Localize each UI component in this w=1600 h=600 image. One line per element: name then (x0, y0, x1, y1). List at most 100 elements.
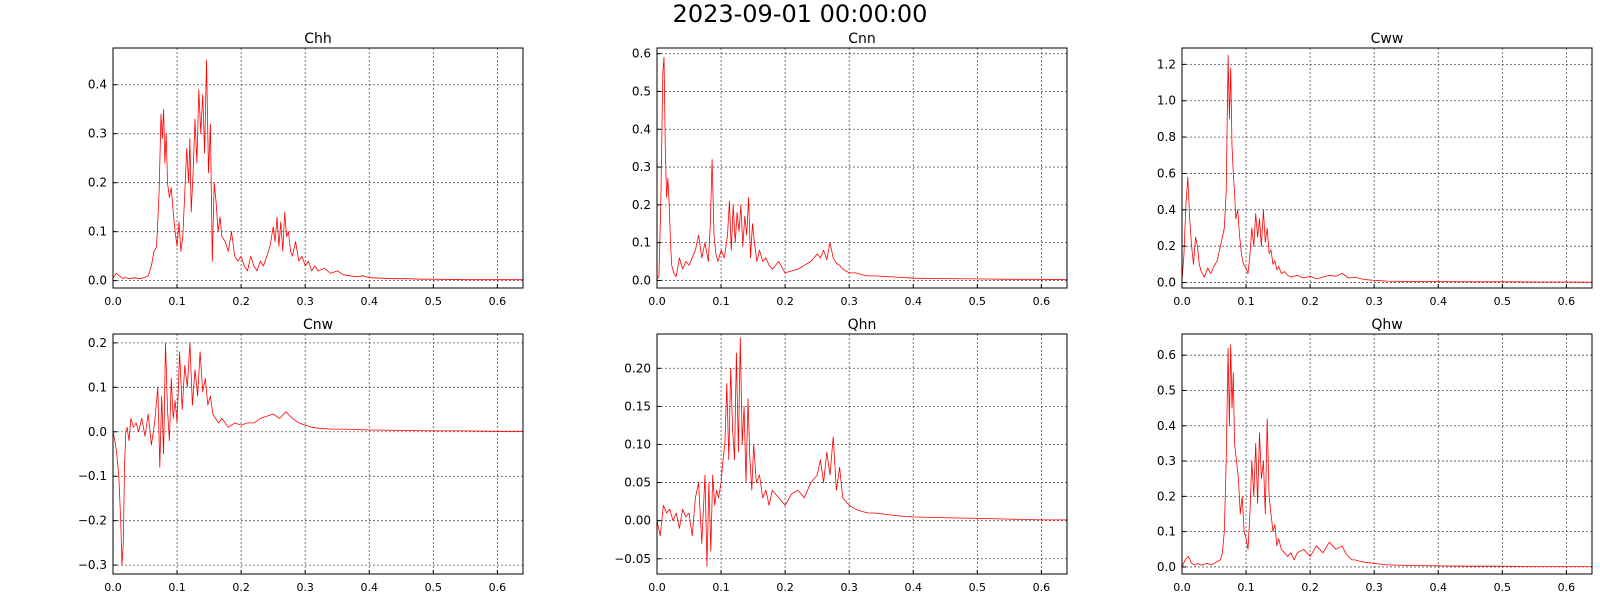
y-tick-label: 0.1 (88, 225, 107, 239)
y-tick-label: −0.2 (78, 514, 107, 528)
subplot-title: Qhn (848, 317, 877, 333)
x-tick-label: 0.2 (232, 581, 250, 594)
x-tick-label: 0.4 (905, 581, 923, 594)
y-tick-label: 0.4 (1157, 419, 1176, 433)
x-tick-label: 0.0 (648, 581, 666, 594)
x-tick-label: 0.0 (104, 581, 122, 594)
x-tick-label: 0.3 (296, 581, 314, 594)
x-tick-label: 0.5 (1494, 295, 1512, 308)
x-tick-label: 0.1 (168, 295, 186, 308)
y-tick-label: 0.2 (1157, 489, 1176, 503)
axes-frame (656, 333, 1068, 575)
y-tick-label: 0.15 (624, 399, 651, 413)
x-tick-label: 0.4 (361, 295, 379, 308)
x-tick-label: 0.0 (1173, 295, 1191, 308)
axes-frame (112, 333, 524, 575)
x-tick-label: 0.4 (1430, 581, 1448, 594)
y-tick-label: 0.0 (88, 425, 107, 439)
x-tick-label: 0.3 (296, 295, 314, 308)
y-tick-label: −0.3 (78, 558, 107, 572)
x-tick-label: 0.0 (1173, 581, 1191, 594)
y-tick-label: 0.5 (632, 84, 651, 98)
x-tick-label: 0.2 (1301, 581, 1319, 594)
x-tick-label: 0.1 (1237, 581, 1255, 594)
y-tick-label: 0.0 (1157, 560, 1176, 574)
x-tick-label: 0.2 (776, 295, 794, 308)
x-tick-label: 0.1 (1237, 295, 1255, 308)
x-tick-label: 0.6 (1033, 581, 1051, 594)
y-tick-label: 0.2 (88, 176, 107, 190)
y-tick-label: 0.1 (632, 236, 651, 250)
y-tick-label: 0.20 (624, 361, 651, 375)
y-tick-label: −0.05 (614, 552, 651, 566)
subplot-cnn: 0.0 0.1 0.2 0.3 0.4 0.5 0.6 0.0 0.1 0.2 0.3 0.4 0.5 0… (632, 31, 1068, 308)
subplot-title: Cnn (848, 31, 876, 47)
y-tick-label: 0.0 (1157, 276, 1176, 290)
x-tick-label: 0.1 (712, 295, 730, 308)
y-tick-label: 0.2 (1157, 239, 1176, 253)
y-tick-label: 0.0 (88, 274, 107, 288)
y-tick-label: 0.4 (632, 122, 651, 136)
series-line (656, 57, 1068, 281)
y-tick-label: 0.1 (88, 380, 107, 394)
y-tick-label: 0.0 (632, 273, 651, 287)
x-tick-label: 0.5 (425, 581, 443, 594)
y-tick-label: 0.6 (1157, 166, 1176, 180)
y-tick-label: 0.2 (88, 336, 107, 350)
x-tick-label: 0.5 (425, 295, 443, 308)
y-tick-label: −0.1 (78, 469, 107, 483)
axes-frame (112, 47, 524, 289)
y-tick-label: 0.6 (1157, 348, 1176, 362)
x-tick-label: 0.4 (905, 295, 923, 308)
subplot-chh: 0.0 0.1 0.2 0.3 0.4 0.5 0.6 0.0 0.1 0.2 0.3 0.4 Chh (88, 31, 524, 308)
x-tick-label: 0.6 (1558, 581, 1576, 594)
x-tick-label: 0.0 (104, 295, 122, 308)
x-tick-label: 0.6 (489, 581, 507, 594)
subplot-cww: 0.0 0.1 0.2 0.3 0.4 0.5 0.6 0.0 0.2 0.4 0.6 0.8 1.0 1… (1157, 31, 1593, 308)
y-tick-label: 0.3 (632, 160, 651, 174)
subplot-cnw: 0.0 0.1 0.2 0.3 0.4 0.5 0.6 −0.3 −0.2 −0.1 0.0 0.1 0… (78, 317, 524, 594)
series-line (656, 337, 1067, 567)
subplot-qhw: 0.0 0.1 0.2 0.3 0.4 0.5 0.6 0.0 0.1 0.2 0.3 0.4 0.5 0… (1157, 317, 1593, 594)
x-tick-label: 0.1 (168, 581, 186, 594)
y-tick-label: 0.1 (1157, 525, 1176, 539)
x-tick-label: 0.5 (1494, 581, 1512, 594)
series-line (1181, 54, 1593, 283)
x-tick-label: 0.2 (776, 581, 794, 594)
y-tick-label: 0.5 (1157, 383, 1176, 397)
x-tick-label: 0.3 (1365, 581, 1383, 594)
x-tick-label: 0.3 (840, 295, 858, 308)
y-tick-label: 1.0 (1157, 94, 1176, 108)
subplot-title: Qhw (1371, 317, 1402, 333)
figure-title: 2023-09-01 00:00:00 (672, 0, 928, 28)
x-tick-label: 0.2 (232, 295, 250, 308)
x-tick-label: 0.5 (969, 295, 987, 308)
series-line (1181, 344, 1592, 568)
subplot-title: Cnw (303, 317, 333, 333)
y-tick-label: 0.10 (624, 437, 651, 451)
x-tick-label: 0.2 (1301, 295, 1319, 308)
y-tick-label: 0.4 (1157, 203, 1176, 217)
x-tick-label: 0.0 (648, 295, 666, 308)
axes-frame (656, 47, 1068, 289)
x-tick-label: 0.1 (712, 581, 730, 594)
y-tick-label: 0.05 (624, 476, 651, 490)
y-tick-label: 0.00 (624, 514, 651, 528)
series-line (112, 342, 523, 566)
y-tick-label: 0.8 (1157, 130, 1176, 144)
x-tick-label: 0.3 (1365, 295, 1383, 308)
series-line (112, 59, 523, 281)
x-tick-label: 0.6 (489, 295, 507, 308)
axes-frame (1181, 47, 1593, 289)
y-tick-label: 0.6 (632, 47, 651, 61)
x-tick-label: 0.4 (1430, 295, 1448, 308)
subplot-title: Cww (1371, 31, 1404, 47)
x-tick-label: 0.6 (1033, 295, 1051, 308)
y-tick-label: 0.2 (632, 198, 651, 212)
x-tick-label: 0.6 (1558, 295, 1576, 308)
x-tick-label: 0.5 (969, 581, 987, 594)
y-tick-label: 0.3 (88, 127, 107, 141)
subplot-qhn: 0.0 0.1 0.2 0.3 0.4 0.5 0.6 −0.05 0.00 0.05 0.10 0.… (614, 317, 1068, 594)
y-tick-label: 0.4 (88, 78, 107, 92)
